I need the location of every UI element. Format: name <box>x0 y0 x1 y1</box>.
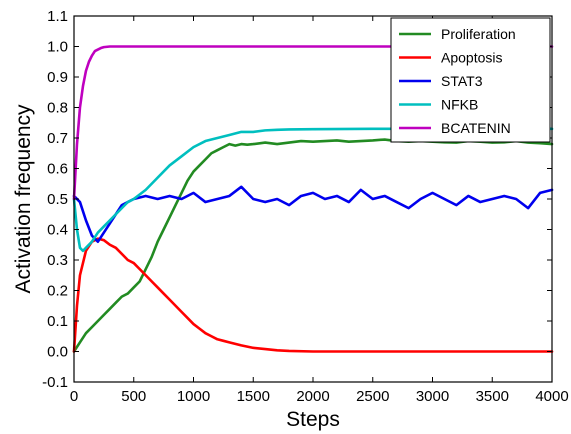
y-tick-label: 0.6 <box>47 161 68 178</box>
series-line-stat3 <box>72 185 554 243</box>
x-tick-label: 2500 <box>356 388 389 405</box>
x-tick-label: 3000 <box>416 388 449 405</box>
x-tick-label: 3500 <box>476 388 509 405</box>
legend-label-nfkb: NFKB <box>441 97 478 113</box>
legend: Proliferation Apoptosis STAT3 NFKB BCATENIN <box>390 17 551 143</box>
y-tick-label: 0.4 <box>47 222 68 239</box>
y-tick-label: 0.1 <box>47 313 68 330</box>
legend-label-apoptosis: Apoptosis <box>441 50 502 66</box>
x-tick-label: 4000 <box>535 388 568 405</box>
y-tick-label: 0.9 <box>47 69 68 86</box>
legend-label-bcatenin: BCATENIN <box>441 120 511 136</box>
x-tick-label: 2000 <box>296 388 329 405</box>
legend-label-stat3: STAT3 <box>441 73 483 89</box>
y-tick-label: 1.1 <box>47 8 68 25</box>
x-tick-label: 1500 <box>237 388 270 405</box>
y-tick-label: 0.0 <box>47 344 68 361</box>
series-line-bcatenin <box>72 45 554 201</box>
y-tick-label: 0.3 <box>47 252 68 269</box>
series-line-proliferation <box>72 138 554 353</box>
x-axis-label: Steps <box>286 408 340 431</box>
tick-layer: 0 500 1000 1500 2000 2500 3000 3500 4000 -0.1 0.0 0… <box>42 8 569 405</box>
y-tick-label: 0.7 <box>47 130 68 147</box>
y-tick-label: 0.5 <box>47 191 68 208</box>
y-axis-label: Activation frequency <box>12 104 35 294</box>
series-line-nfkb <box>72 127 554 253</box>
series-line-apoptosis <box>72 237 554 353</box>
x-tick-label: 500 <box>121 388 146 405</box>
y-tick-label: 1.0 <box>47 39 68 56</box>
y-tick-label: -0.1 <box>42 374 68 391</box>
x-tick-label: 1000 <box>177 388 210 405</box>
legend-label-proliferation: Proliferation <box>441 26 516 42</box>
x-tick-label: 0 <box>70 388 78 405</box>
y-tick-label: 0.2 <box>47 283 68 300</box>
y-tick-label: 0.8 <box>47 100 68 117</box>
